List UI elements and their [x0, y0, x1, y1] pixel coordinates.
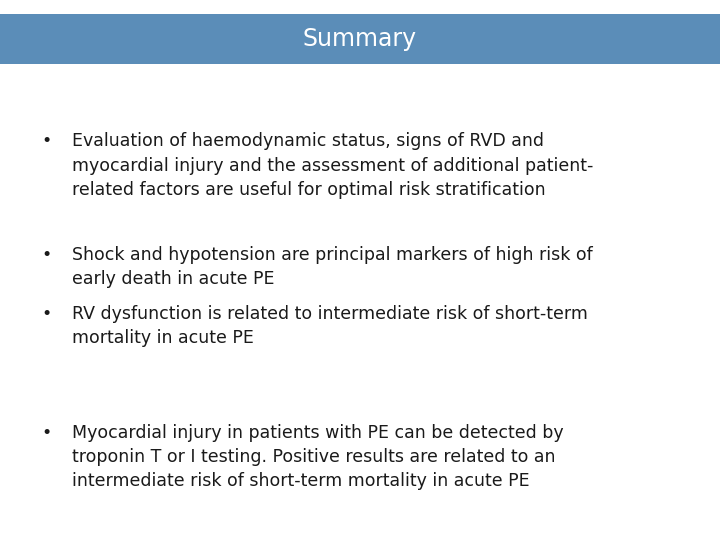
Text: Myocardial injury in patients with PE can be detected by
troponin T or I testing: Myocardial injury in patients with PE ca…	[72, 424, 564, 490]
Text: •: •	[42, 246, 52, 264]
Text: •: •	[42, 132, 52, 150]
Text: •: •	[42, 305, 52, 323]
Bar	[0, 14, 720, 64]
Text: Evaluation of haemodynamic status, signs of RVD and
myocardial injury and the as: Evaluation of haemodynamic status, signs…	[72, 132, 593, 199]
Text: RV dysfunction is related to intermediate risk of short-term
mortality in acute : RV dysfunction is related to intermediat…	[72, 305, 588, 347]
Text: Shock and hypotension are principal markers of high risk of
early death in acute: Shock and hypotension are principal mark…	[72, 246, 593, 288]
Text: Summary: Summary	[303, 27, 417, 51]
Text: •: •	[42, 424, 52, 442]
